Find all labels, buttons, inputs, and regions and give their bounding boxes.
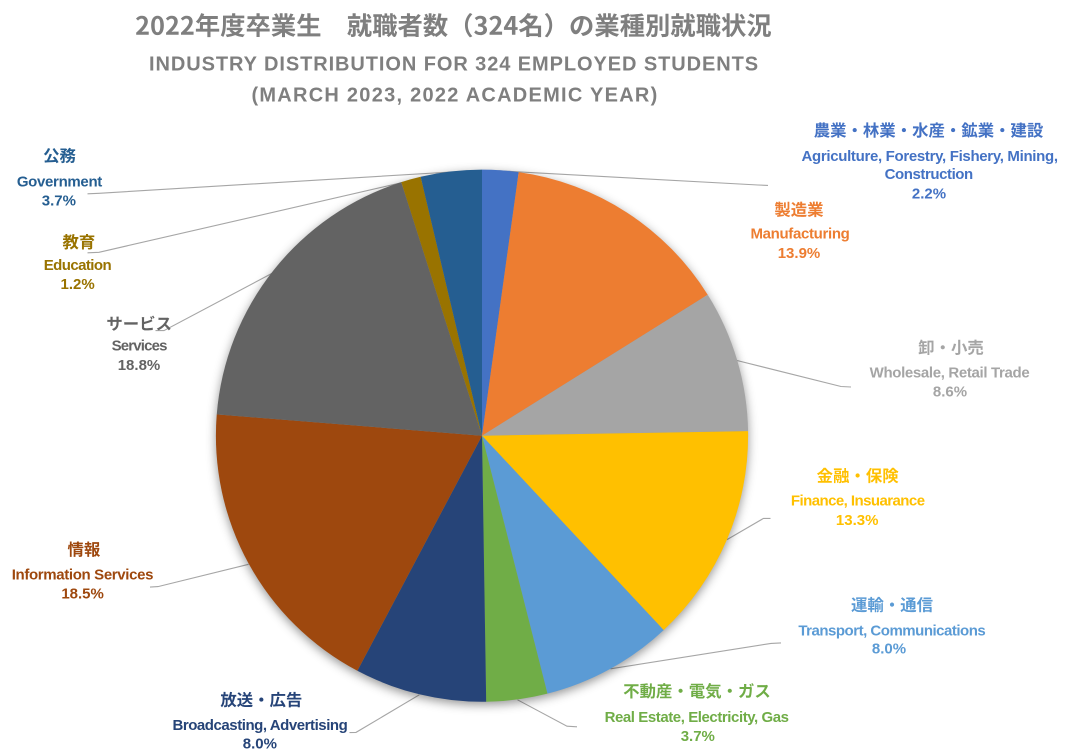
svg-text:Services: Services: [112, 337, 167, 354]
svg-text:Information Services: Information Services: [12, 566, 153, 583]
svg-text:Transport, Communications: Transport, Communications: [798, 622, 985, 639]
svg-text:Education: Education: [44, 257, 112, 274]
svg-text:(MARCH 2023, 2022 ACADEMIC YEA: (MARCH 2023, 2022 ACADEMIC YEAR): [251, 85, 658, 107]
svg-text:18.5%: 18.5%: [61, 586, 104, 603]
svg-text:Construction: Construction: [885, 166, 973, 183]
svg-text:13.9%: 13.9%: [778, 245, 821, 262]
svg-text:Government: Government: [17, 173, 102, 190]
svg-text:Manufacturing: Manufacturing: [750, 225, 849, 242]
svg-text:8.0%: 8.0%: [243, 735, 277, 752]
svg-text:3.7%: 3.7%: [42, 192, 76, 209]
svg-text:8.0%: 8.0%: [872, 641, 906, 658]
svg-text:13.3%: 13.3%: [836, 512, 879, 529]
svg-text:1.2%: 1.2%: [60, 276, 94, 293]
svg-text:3.7%: 3.7%: [681, 728, 715, 745]
svg-text:Wholesale, Retail Trade: Wholesale, Retail Trade: [870, 365, 1030, 382]
svg-text:18.8%: 18.8%: [118, 357, 161, 374]
svg-text:8.6%: 8.6%: [933, 384, 967, 401]
svg-text:INDUSTRY DISTRIBUTION FOR 324: INDUSTRY DISTRIBUTION FOR 324 EMPLOYED S…: [149, 54, 759, 76]
svg-text:Agriculture, Forestry, Fishery: Agriculture, Forestry, Fishery, Mining,: [802, 148, 1058, 165]
svg-text:Broadcasting, Advertising: Broadcasting, Advertising: [172, 717, 347, 734]
svg-text:Real Estate, Electricity, Gas: Real Estate, Electricity, Gas: [605, 709, 789, 726]
svg-text:2.2%: 2.2%: [912, 186, 946, 203]
svg-text:Finance, Insuarance: Finance, Insuarance: [791, 493, 925, 510]
